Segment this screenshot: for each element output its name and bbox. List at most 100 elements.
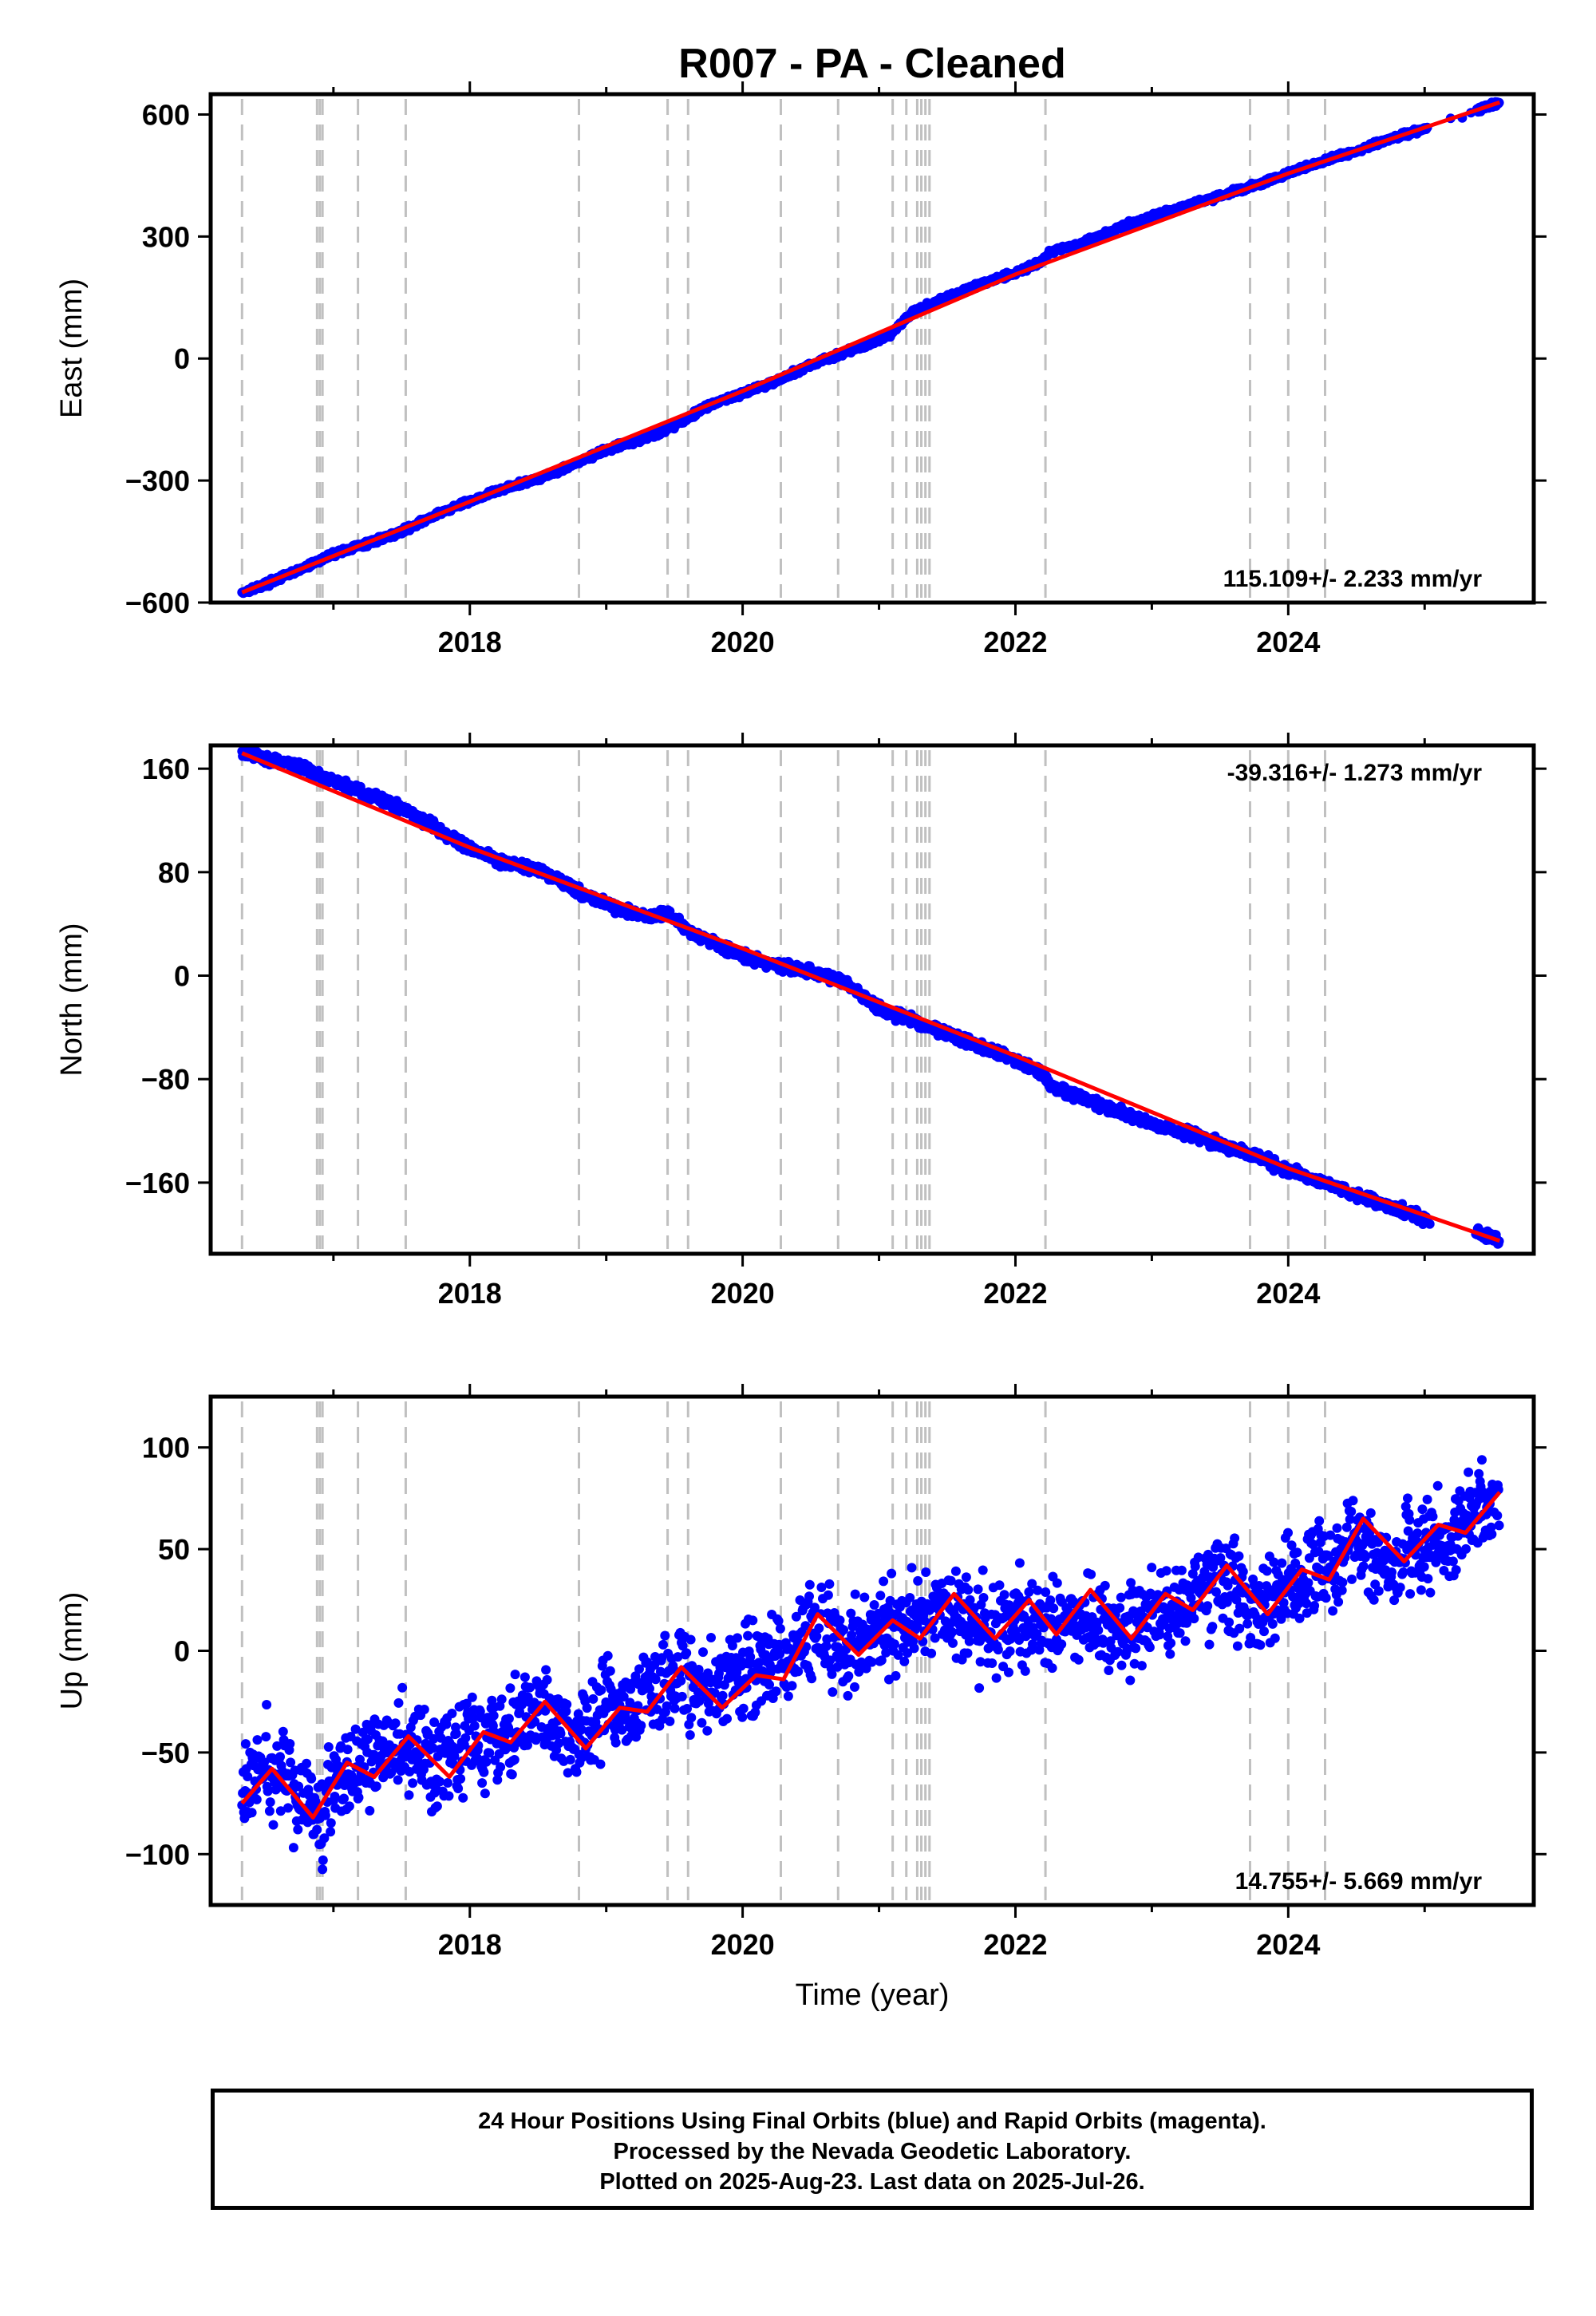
data-point xyxy=(682,1704,692,1713)
data-point xyxy=(698,1647,708,1658)
plot-frame xyxy=(208,92,1536,605)
data-point xyxy=(460,1733,471,1743)
x-tick-label: 2024 xyxy=(1256,626,1320,658)
data-point xyxy=(285,1739,295,1749)
data-point xyxy=(330,1792,340,1801)
data-point xyxy=(447,1709,457,1718)
data-point xyxy=(397,1682,408,1693)
y-tick-label: 300 xyxy=(142,220,190,253)
data-point xyxy=(743,1630,753,1641)
data-point xyxy=(602,1650,613,1661)
data-point xyxy=(703,1668,713,1678)
data-point xyxy=(645,1683,654,1694)
data-point xyxy=(318,1855,328,1865)
data-point xyxy=(733,1633,742,1643)
x-tick-label: 2024 xyxy=(1256,1277,1320,1310)
data-point xyxy=(504,1713,514,1724)
data-point xyxy=(453,1784,464,1793)
data-point xyxy=(582,1703,592,1713)
data-point xyxy=(461,1698,472,1709)
data-points xyxy=(237,1455,1504,1875)
data-point xyxy=(563,1768,573,1778)
data-point xyxy=(350,1724,361,1734)
data-point xyxy=(261,1732,271,1742)
data-point xyxy=(754,1658,764,1668)
data-point xyxy=(517,1699,527,1709)
y-axis-label: North (mm) xyxy=(55,923,89,1076)
data-point xyxy=(596,1685,606,1695)
x-tick-label: 2018 xyxy=(438,626,502,658)
data-point xyxy=(252,1735,263,1745)
model-fit-line xyxy=(241,751,1501,1243)
data-point xyxy=(283,1803,293,1813)
data-point xyxy=(240,1739,251,1749)
data-point xyxy=(318,1864,328,1875)
data-point xyxy=(443,1778,452,1788)
data-point xyxy=(650,1674,661,1685)
data-point xyxy=(686,1713,697,1723)
data-point xyxy=(757,1666,768,1676)
data-point xyxy=(573,1709,583,1719)
data-point xyxy=(358,1727,368,1737)
data-point xyxy=(748,1615,758,1626)
plot-frame xyxy=(208,743,1536,1256)
data-point xyxy=(571,1767,582,1777)
data-point xyxy=(419,1705,429,1714)
y-tick-label: 80 xyxy=(158,856,190,889)
data-point xyxy=(477,1778,488,1788)
data-point xyxy=(408,1778,418,1788)
data-point xyxy=(306,1773,317,1784)
data-point xyxy=(251,1794,262,1804)
data-point xyxy=(771,1686,781,1697)
data-point xyxy=(697,1717,707,1728)
data-point xyxy=(605,1666,615,1676)
data-point xyxy=(435,1777,444,1787)
data-point xyxy=(729,1660,739,1670)
data-point xyxy=(519,1672,530,1682)
data-point xyxy=(662,1701,672,1711)
x-tick-label: 2020 xyxy=(711,1277,775,1310)
data-point xyxy=(595,1759,606,1769)
data-point xyxy=(588,1694,598,1704)
y-tick-label: −160 xyxy=(125,1167,190,1199)
data-point xyxy=(262,1700,272,1709)
data-point xyxy=(326,1827,336,1837)
x-tick-label: 2020 xyxy=(711,626,775,658)
data-point xyxy=(642,1657,652,1667)
data-point xyxy=(310,1796,321,1807)
data-point xyxy=(634,1664,644,1674)
data-point xyxy=(525,1682,535,1693)
data-point xyxy=(660,1630,670,1641)
data-point xyxy=(677,1691,687,1701)
data-point xyxy=(449,1751,460,1761)
data-point xyxy=(479,1767,489,1777)
data-point xyxy=(702,1725,713,1736)
data-point xyxy=(365,1805,375,1816)
data-point xyxy=(272,1741,282,1751)
data-point xyxy=(610,1737,621,1748)
data-point xyxy=(319,1833,330,1844)
data-point xyxy=(390,1718,401,1729)
data-point xyxy=(727,1641,737,1650)
data-point xyxy=(288,1843,298,1853)
y-tick-label: −600 xyxy=(125,587,190,619)
data-point xyxy=(523,1740,532,1750)
data-point xyxy=(787,1681,797,1691)
data-point xyxy=(722,1713,732,1724)
data-point xyxy=(561,1706,571,1717)
data-point xyxy=(738,1703,749,1713)
data-point xyxy=(355,1754,365,1765)
data-point xyxy=(264,1806,275,1816)
y-tick-label: 160 xyxy=(142,753,190,785)
data-point xyxy=(467,1692,477,1702)
data-point xyxy=(676,1676,686,1686)
data-point xyxy=(428,1743,438,1753)
y-tick-label: −80 xyxy=(141,1063,190,1096)
data-point xyxy=(775,1649,785,1659)
data-point xyxy=(678,1641,688,1651)
data-point xyxy=(507,1769,517,1780)
data-point xyxy=(429,1717,440,1727)
data-point xyxy=(542,1674,552,1685)
